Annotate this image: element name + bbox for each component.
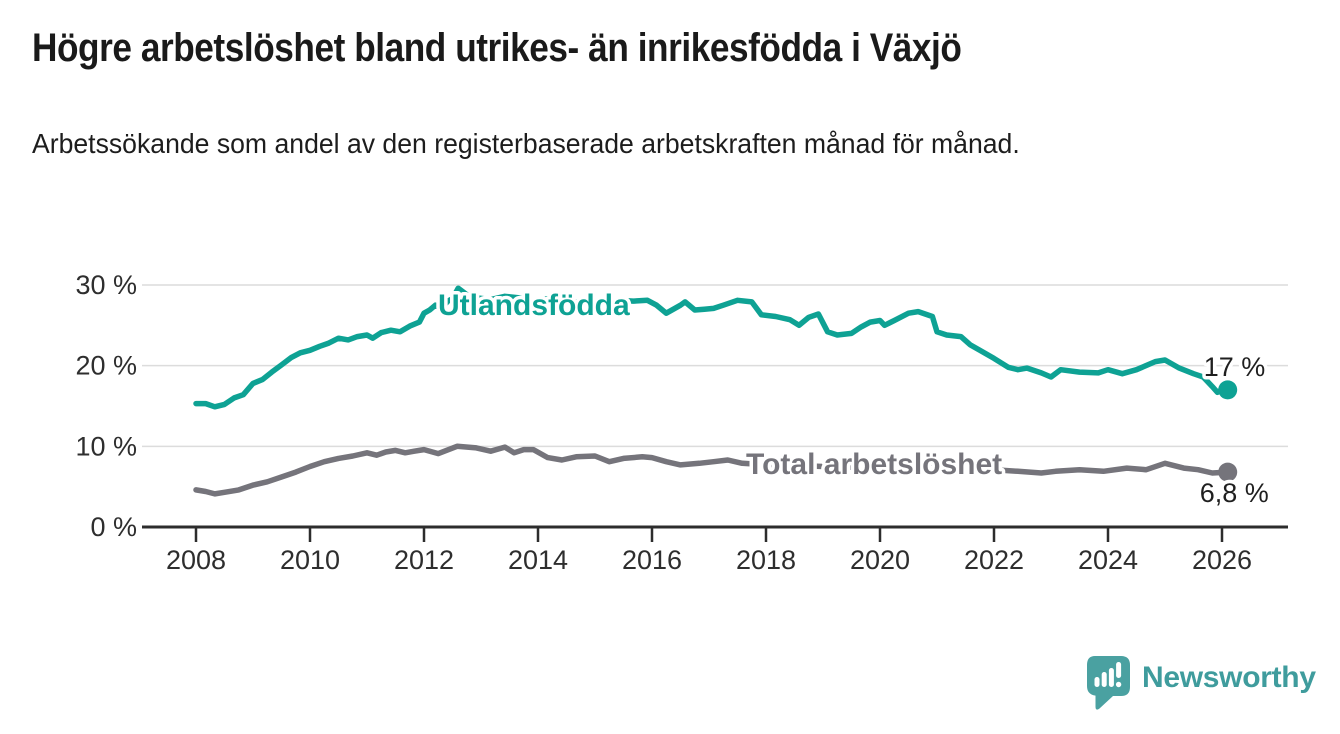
series-end-dot-total-arbetsloshet <box>1218 462 1238 482</box>
series-line-utlandsfodda <box>193 285 1231 410</box>
page-subtitle: Arbetssökande som andel av den registerb… <box>32 128 1020 159</box>
y-tick-label: 20 % <box>75 351 137 381</box>
series-label-total-arbetsloshet: Total arbetslöshet <box>746 448 1002 481</box>
x-tick-label: 2012 <box>394 545 454 575</box>
page-title: Högre arbetslöshet bland utrikes- än inr… <box>32 26 962 70</box>
x-tick-label: 2018 <box>736 545 796 575</box>
speech-bubble-shape <box>1087 656 1130 710</box>
x-tick-label: 2016 <box>622 545 682 575</box>
newsworthy-wordmark: Newsworthy <box>1142 661 1316 694</box>
newsworthy-logo: Newsworthy <box>1086 656 1316 712</box>
y-tick-label: 10 % <box>75 431 137 461</box>
y-tick-label: 0 % <box>90 512 137 542</box>
series-label-utlandsfodda: Utlandsfödda <box>438 289 630 322</box>
x-tick-label: 2022 <box>964 545 1024 575</box>
x-tick-label: 2026 <box>1192 545 1252 575</box>
series-end-value-utlandsfodda: 17 % <box>1204 352 1266 382</box>
x-tick-label: 2024 <box>1078 545 1138 575</box>
y-tick-label: 30 % <box>75 270 137 300</box>
series-line-total-arbetsloshet <box>193 443 1231 497</box>
x-tick-label: 2008 <box>166 545 226 575</box>
newsworthy-logo-icon <box>1087 656 1130 710</box>
bar-chart-glyph <box>1094 662 1122 688</box>
x-tick-label: 2020 <box>850 545 910 575</box>
x-tick-label: 2014 <box>508 545 568 575</box>
series-end-dot-utlandsfodda <box>1218 380 1238 400</box>
x-tick-label: 2010 <box>280 545 340 575</box>
series-end-value-total-arbetsloshet: 6,8 % <box>1200 478 1269 508</box>
